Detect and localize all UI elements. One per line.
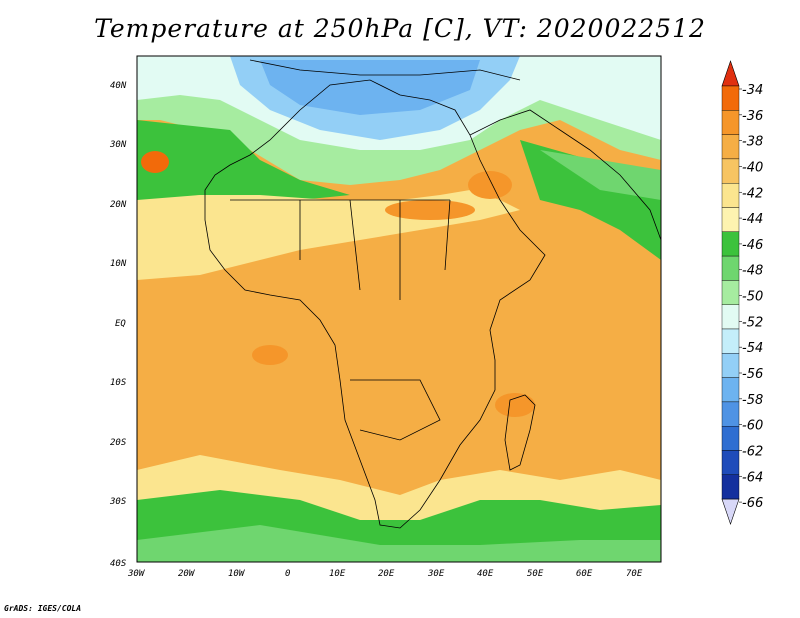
colorbar-segment — [721, 182, 740, 208]
lat-label: 20S — [110, 438, 127, 448]
colorbar-label: -58 — [742, 393, 763, 408]
colorbar-label: -62 — [742, 444, 763, 459]
colorbar-segment — [721, 328, 740, 354]
colorbar-label: -54 — [742, 341, 763, 356]
lat-label: 40N — [110, 81, 127, 91]
credit-text: GrADS: IGES/COLA — [4, 604, 82, 613]
lat-label: 30N — [109, 140, 127, 150]
colorbar-label: -52 — [742, 315, 763, 330]
lat-label: EQ — [115, 319, 126, 329]
colorbar-segment — [721, 474, 740, 500]
colorbar-label: -56 — [742, 367, 763, 382]
longitude-labels: 30W 20W 10W 0 10E 20E 30E 40E 50E 60E 70… — [127, 569, 643, 579]
colorbar-segment — [721, 450, 740, 475]
lon-label: 30W — [127, 569, 146, 579]
colorbar-label: -48 — [742, 264, 763, 279]
colorbar-segment — [721, 158, 740, 184]
colorbar-label: -44 — [742, 212, 763, 227]
colorbar-segment — [721, 401, 740, 427]
map-title: Temperature at 250hPa [C], VT: 202002251… — [94, 14, 706, 43]
colorbar-segment — [721, 134, 740, 160]
colorbar-segment — [721, 231, 740, 257]
lon-label: 40E — [477, 569, 494, 579]
lat-label: 40S — [110, 559, 127, 569]
lon-label: 70E — [626, 569, 643, 579]
lon-label: 20W — [178, 569, 196, 579]
lon-label: 30E — [427, 569, 445, 579]
country-borders — [204, 59, 662, 529]
colorbar-label: -36 — [742, 109, 763, 124]
lon-label: 60E — [576, 569, 593, 579]
lon-label: 10E — [329, 569, 346, 579]
temperature-field — [137, 56, 661, 562]
colorbar-label: -46 — [742, 238, 763, 253]
colorbar-label: -66 — [742, 496, 763, 511]
colorbar-label: -50 — [742, 290, 763, 305]
latitude-labels: 40N 30N 20N 10N EQ 10S 20S 30S 40S — [109, 81, 127, 569]
colorbar-label: -64 — [742, 470, 763, 485]
colorbar-label: -40 — [742, 160, 763, 175]
lat-label: 20N — [110, 200, 127, 210]
colorbar-label: -42 — [742, 186, 763, 201]
colorbar-label: -38 — [742, 135, 763, 150]
map-frame — [136, 55, 662, 563]
lat-label: 10N — [110, 259, 127, 269]
colorbar-segment — [721, 304, 740, 330]
lon-label: 50E — [527, 569, 544, 579]
colorbar-top-arrow — [721, 60, 740, 87]
colorbar-segment — [721, 426, 740, 451]
colorbar-segment — [721, 280, 740, 305]
colorbar-segment — [721, 110, 740, 135]
lon-label: 0 — [285, 569, 290, 579]
colorbar-label: -34 — [742, 83, 763, 98]
colorbar-segment — [721, 353, 740, 378]
colorbar-segment — [721, 207, 740, 232]
lat-label: 10S — [110, 378, 127, 388]
colorbar-bottom-arrow — [721, 498, 740, 526]
colorbar-segment — [721, 255, 740, 281]
lon-label: 10W — [228, 569, 246, 579]
colorbar-segment — [721, 377, 740, 403]
lat-label: 30S — [109, 497, 127, 507]
colorbar: -34 -36 -38 -40 -42 -44 -46 -48 -50 -52 -54 -56 -58 -… — [721, 60, 763, 526]
lon-label: 20E — [378, 569, 395, 579]
colorbar-segment — [721, 85, 740, 111]
colorbar-label: -60 — [742, 419, 763, 434]
